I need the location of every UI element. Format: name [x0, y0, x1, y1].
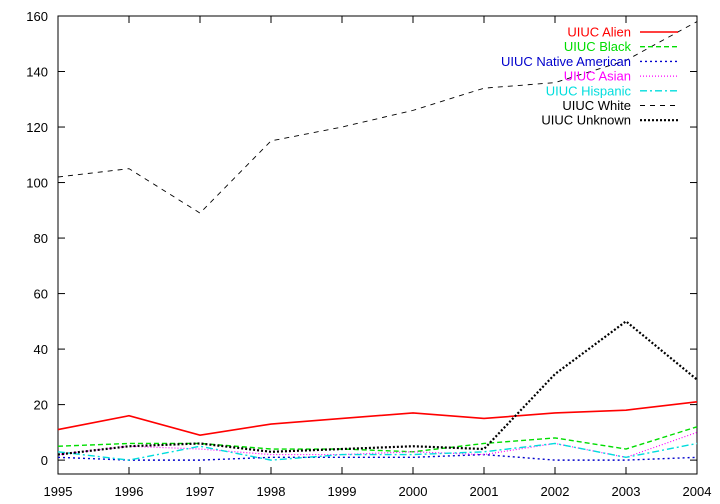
legend-label: UIUC Native American [501, 54, 631, 69]
x-tick-label: 2001 [470, 484, 499, 499]
plot-frame [57, 15, 698, 475]
x-tick-label: 2000 [399, 484, 428, 499]
series-line-6 [57, 319, 698, 456]
y-tick-label: 140 [26, 65, 48, 80]
y-tick-label: 120 [26, 120, 48, 135]
legend-label: UIUC Unknown [541, 113, 631, 128]
x-tick-label: 1997 [186, 484, 215, 499]
x-tick-label: 2003 [612, 484, 641, 499]
legend-label: UIUC Asian [564, 69, 631, 84]
series-line-3 [57, 431, 698, 458]
x-tick-label: 2002 [541, 484, 570, 499]
series-line-4 [57, 442, 698, 461]
y-tick-label: 80 [34, 231, 48, 246]
legend-label: UIUC Hispanic [546, 83, 632, 98]
y-tick-label: 160 [26, 9, 48, 24]
legend-label: UIUC White [562, 98, 631, 113]
y-tick-label: 20 [34, 398, 48, 413]
series-line-0 [57, 401, 698, 436]
y-tick-label: 60 [34, 287, 48, 302]
axis-ticks: 0 20 40 60 80 100 120 140 160 1995 1996 1997 1998 199… [26, 9, 711, 499]
series-line-5 [57, 21, 698, 214]
y-tick-label: 40 [34, 342, 48, 357]
x-tick-label: 2004 [683, 484, 712, 499]
x-tick-label: 1995 [44, 484, 73, 499]
x-tick-label: 1999 [328, 484, 357, 499]
x-tick-label: 1998 [257, 484, 286, 499]
legend-label: UIUC Alien [567, 25, 631, 40]
y-tick-label: 100 [26, 176, 48, 191]
x-tick-label: 1996 [115, 484, 144, 499]
legend-label: UIUC Black [564, 39, 632, 54]
series-line-1 [57, 426, 698, 453]
series-line-2 [57, 453, 698, 461]
y-tick-label: 0 [41, 453, 48, 468]
series-lines [57, 21, 698, 461]
